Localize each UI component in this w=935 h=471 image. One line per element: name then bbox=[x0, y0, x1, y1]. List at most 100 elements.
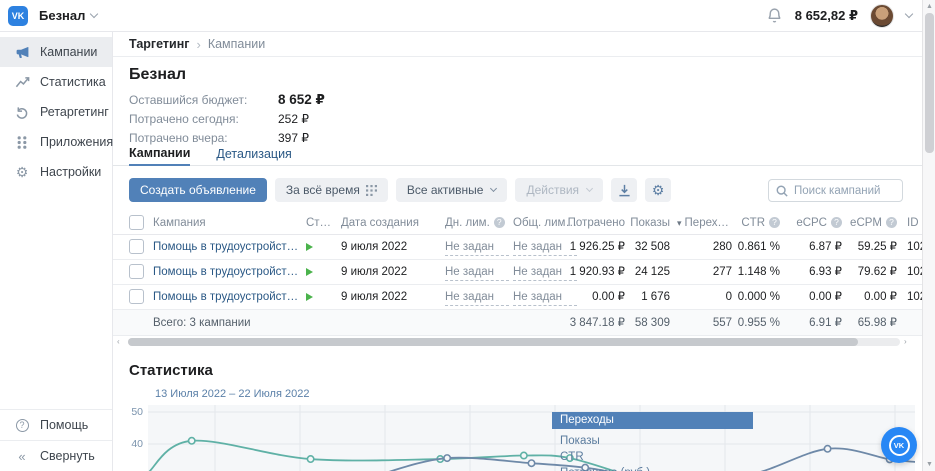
account-name[interactable]: Безнал bbox=[39, 8, 85, 23]
total-ecpc: 6.91 ₽ bbox=[792, 310, 842, 336]
tab-campaigns[interactable]: Кампании bbox=[129, 141, 190, 166]
y-tick-50: 50 bbox=[125, 406, 143, 418]
legend-item-3[interactable]: CTR bbox=[552, 450, 753, 465]
legend-item-4[interactable]: Потрачено (руб.) bbox=[552, 466, 753, 471]
cell-ecpc: 6.93 ₽ bbox=[792, 260, 842, 285]
column-header-clicks[interactable]: ▾Переходы bbox=[677, 211, 732, 235]
data-point bbox=[528, 460, 534, 466]
column-header-name[interactable]: Кампания bbox=[153, 211, 303, 235]
cell-day_limit[interactable]: Не задан bbox=[445, 289, 509, 306]
breadcrumb-root[interactable]: Таргетинг bbox=[129, 37, 189, 51]
table-settings-button[interactable]: ⚙ bbox=[645, 178, 671, 202]
status-filter-button[interactable]: Все активные bbox=[396, 178, 508, 202]
topbar: VK Безнал 8 652,82 ₽ bbox=[0, 0, 922, 32]
cell-name[interactable]: Помощь в трудоустройстве вар2 bbox=[153, 285, 303, 310]
checkbox[interactable] bbox=[129, 215, 144, 230]
sidebar-item-retargeting[interactable]: Ретаргетинг bbox=[0, 97, 112, 127]
legend-item-1[interactable]: Переходы bbox=[552, 412, 753, 429]
cell-name[interactable]: Помощь в трудоустройстве вар3 bbox=[153, 260, 303, 285]
export-button[interactable] bbox=[611, 178, 637, 202]
scroll-left-icon[interactable]: ‹ bbox=[117, 337, 120, 347]
scroll-right-icon[interactable]: › bbox=[904, 337, 907, 347]
row-checkbox[interactable] bbox=[129, 289, 144, 304]
stats-icon bbox=[14, 74, 30, 90]
column-header-ctr[interactable]: CTR? bbox=[732, 211, 780, 235]
cell-name[interactable]: Помощь в трудоустройстве оплата... bbox=[153, 235, 303, 260]
column-header-ecpm[interactable]: eCPM? bbox=[847, 211, 897, 235]
cell-day_limit[interactable]: Не задан bbox=[445, 264, 509, 281]
sidebar-item-label: Свернуть bbox=[40, 449, 95, 463]
budget-block: Оставшийся бюджет: 8 652 ₽ Потрачено сег… bbox=[129, 90, 325, 147]
cell-clicks: 0 bbox=[677, 285, 732, 310]
create-ad-button[interactable]: Создать объявление bbox=[129, 178, 267, 202]
budget-value: 8 652 ₽ bbox=[278, 92, 325, 108]
sidebar-item-settings[interactable]: ⚙ Настройки bbox=[0, 157, 112, 187]
checkbox[interactable] bbox=[129, 239, 144, 254]
period-button[interactable]: За всё время bbox=[275, 178, 388, 202]
scroll-up-icon[interactable]: ▲ bbox=[926, 3, 933, 10]
cell-ctr: 0.861 % bbox=[732, 235, 780, 260]
spent-today-value: 252 ₽ bbox=[278, 112, 309, 126]
help-circle-icon[interactable]: ? bbox=[886, 217, 897, 228]
retargeting-icon bbox=[14, 104, 30, 120]
select-all-checkbox[interactable] bbox=[129, 215, 144, 230]
balance[interactable]: 8 652,82 ₽ bbox=[795, 8, 858, 24]
actions-button: Действия bbox=[515, 178, 603, 202]
vk-logo-icon[interactable]: VK bbox=[8, 6, 28, 26]
checkbox[interactable] bbox=[129, 289, 144, 304]
sidebar-item-label: Приложения bbox=[40, 135, 113, 149]
help-circle-icon[interactable]: ? bbox=[494, 217, 505, 228]
breadcrumb-separator-icon: › bbox=[196, 37, 200, 52]
date-range-link[interactable]: 13 Июля 2022 – 22 Июля 2022 bbox=[155, 388, 309, 400]
question-icon: ? bbox=[14, 417, 30, 433]
help-circle-icon[interactable]: ? bbox=[769, 217, 780, 228]
table-header: КампанияСтатусДата созданияДн. лим.?Общ.… bbox=[113, 211, 922, 235]
vertical-scrollbar[interactable]: ▲ ▼ bbox=[922, 0, 935, 471]
apps-icon bbox=[14, 134, 30, 150]
cell-impressions: 32 508 bbox=[630, 235, 670, 260]
sidebar-item-help[interactable]: ? Помощь bbox=[0, 410, 112, 440]
vk-logo-icon: VK bbox=[889, 435, 910, 456]
chart-canvas bbox=[148, 405, 915, 471]
data-point bbox=[307, 456, 313, 462]
chevron-down-icon[interactable] bbox=[90, 10, 98, 18]
cell-spent: 1 920.93 ₽ bbox=[543, 260, 625, 285]
column-header-impressions[interactable]: Показы bbox=[630, 211, 670, 235]
sidebar-item-statistics[interactable]: Статистика bbox=[0, 67, 112, 97]
scroll-down-icon[interactable]: ▼ bbox=[926, 461, 933, 468]
row-checkbox[interactable] bbox=[129, 264, 144, 279]
support-fab[interactable]: VK bbox=[881, 427, 917, 463]
cell-day_limit[interactable]: Не задан bbox=[445, 239, 509, 256]
data-point bbox=[444, 455, 450, 461]
row-checkbox[interactable] bbox=[129, 239, 144, 254]
toolbar: Создать объявление За всё время Все акти… bbox=[129, 178, 671, 202]
total-ecpm: 65.98 ₽ bbox=[847, 310, 897, 336]
sidebar-item-apps[interactable]: Приложения bbox=[0, 127, 112, 157]
column-header-spent[interactable]: Потрачено bbox=[543, 211, 625, 235]
gear-icon: ⚙ bbox=[652, 183, 665, 197]
chevron-down-icon[interactable] bbox=[905, 10, 913, 18]
budget-label: Оставшийся бюджет: bbox=[129, 93, 278, 107]
cell-clicks: 280 bbox=[677, 235, 732, 260]
column-header-day_limit[interactable]: Дн. лим.? bbox=[445, 211, 509, 235]
cell-id: 10242 bbox=[907, 260, 922, 285]
column-header-date[interactable]: Дата создания bbox=[341, 211, 436, 235]
sidebar-item-label: Настройки bbox=[40, 165, 101, 179]
sort-desc-icon[interactable]: ▾ bbox=[677, 218, 682, 228]
legend-item-2[interactable]: Показы bbox=[552, 434, 753, 449]
hscroll-track[interactable] bbox=[128, 338, 900, 346]
column-header-status[interactable]: Статус bbox=[306, 211, 334, 235]
bell-icon[interactable] bbox=[766, 7, 783, 24]
column-header-ecpc[interactable]: eCPC? bbox=[792, 211, 842, 235]
search-input[interactable] bbox=[794, 185, 895, 197]
avatar[interactable] bbox=[870, 4, 894, 28]
sidebar-item-campaigns[interactable]: Кампании bbox=[0, 37, 112, 67]
column-header-id[interactable]: ID кампании bbox=[907, 211, 922, 235]
stats-chart: Переходы ПоказыCTRПотрачено (руб.) bbox=[148, 405, 915, 471]
checkbox[interactable] bbox=[129, 264, 144, 279]
vscroll-thumb[interactable] bbox=[925, 13, 934, 153]
sidebar-item-collapse[interactable]: « Свернуть bbox=[0, 441, 112, 471]
help-circle-icon[interactable]: ? bbox=[831, 217, 842, 228]
tab-detailing[interactable]: Детализация bbox=[216, 141, 291, 166]
hscroll-thumb[interactable] bbox=[128, 338, 858, 346]
